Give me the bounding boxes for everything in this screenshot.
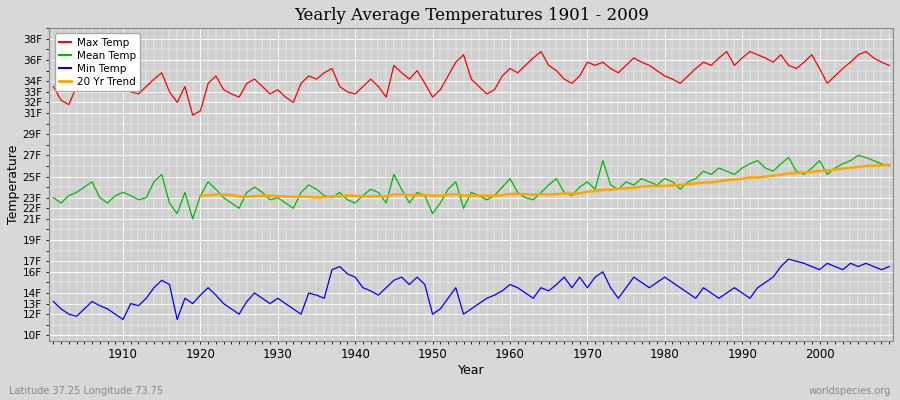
Text: worldspecies.org: worldspecies.org [809,386,891,396]
Y-axis label: Temperature: Temperature [7,145,20,224]
Legend: Max Temp, Mean Temp, Min Temp, 20 Yr Trend: Max Temp, Mean Temp, Min Temp, 20 Yr Tre… [55,34,140,91]
Text: Latitude 37.25 Longitude 73.75: Latitude 37.25 Longitude 73.75 [9,386,163,396]
Title: Yearly Average Temperatures 1901 - 2009: Yearly Average Temperatures 1901 - 2009 [293,7,649,24]
X-axis label: Year: Year [458,364,484,377]
